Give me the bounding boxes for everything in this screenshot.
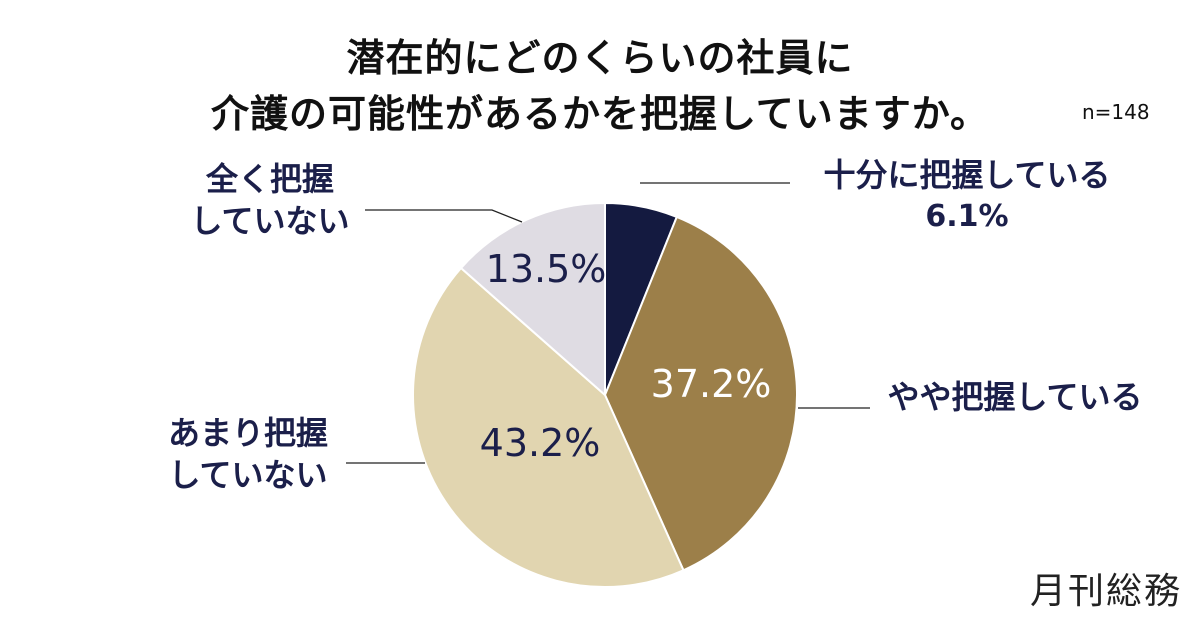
slice-label-3: あまり把握していない [168,414,328,494]
pie-slice-3 [412,266,685,588]
value-label-2: 37.2% [651,362,772,406]
pie-slice-2 [603,215,798,572]
slice-label-4: 全く把握していない [190,160,349,240]
chart-title: 潜在的にどのくらいの社員に 介護の可能性があるかを把握していますか。 [0,30,1200,142]
title-line-1: 潜在的にどのくらいの社員に [346,36,854,80]
value-label-4: 13.5% [486,247,607,291]
title-line-2: 介護の可能性があるかを把握していますか。 [210,92,990,136]
brand-logo: 月刊総務 [1030,571,1183,612]
slice-label-2: やや把握している [887,378,1142,416]
value-label-3: 43.2% [480,421,601,465]
slice-label-1: 十分に把握している [823,156,1110,194]
value-label-1: 6.1% [925,199,1008,234]
leader-line-4 [365,209,523,223]
sample-size-label: n=148 [1082,100,1150,124]
pie-slice-4 [459,201,606,398]
